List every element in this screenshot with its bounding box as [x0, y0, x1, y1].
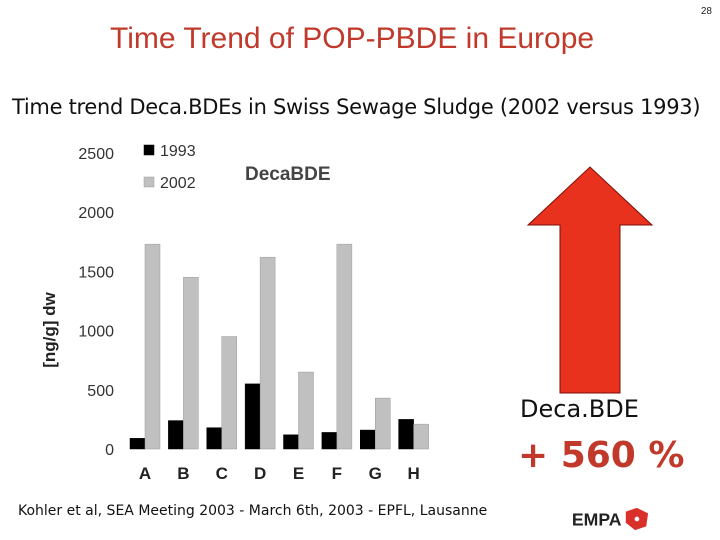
x-tick-label: F — [332, 464, 342, 483]
bars — [129, 243, 429, 450]
y-axis-label: [ng/g] dw — [40, 291, 59, 367]
y-tick-label: 1000 — [78, 324, 114, 341]
bar-2002-E — [298, 371, 314, 450]
bar-1993-D — [244, 383, 261, 450]
legend: 1993 2002 — [143, 143, 196, 192]
bar-1993-F — [321, 432, 338, 450]
legend-swatch-1993 — [143, 144, 155, 156]
arrow-shape — [526, 166, 654, 394]
callout-value: + 560 % — [518, 435, 685, 476]
bar-2002-C — [221, 336, 237, 450]
logo-dot-icon — [634, 516, 640, 522]
legend-swatch-2002 — [143, 176, 155, 188]
x-tick-label: H — [407, 464, 419, 483]
legend-label-2002: 2002 — [160, 175, 196, 192]
bar-2002-B — [183, 277, 199, 450]
bar-2002-F — [336, 243, 353, 450]
bar-1993-G — [360, 429, 376, 450]
bar-2002-D — [259, 256, 276, 450]
bar-chart: 0 500 1000 1500 2000 2500 A B C D E F G H 1993 2002 D… — [40, 143, 429, 483]
legend-label-1993: 1993 — [160, 143, 196, 160]
callout-label: Deca.BDE — [520, 395, 639, 423]
x-tick-label: E — [293, 464, 304, 483]
y-tick-label: 1500 — [78, 264, 114, 281]
x-tick-label: C — [216, 464, 228, 483]
y-tick-label: 2000 — [78, 205, 114, 222]
reference-citation: Kohler et al, SEA Meeting 2003 - March 6… — [18, 503, 488, 519]
y-tick-label: 0 — [105, 442, 114, 459]
x-tick-label: D — [254, 464, 266, 483]
logo-text: EMPA — [572, 510, 622, 530]
bar-2002-H — [413, 423, 429, 450]
up-arrow-icon — [526, 166, 654, 394]
slide-title: Time Trend of POP-PBDE in Europe — [110, 22, 595, 55]
y-axis: 0 500 1000 1500 2000 2500 — [78, 146, 114, 459]
bar-1993-B — [168, 420, 184, 450]
x-tick-label: G — [369, 464, 382, 483]
y-tick-label: 500 — [87, 383, 114, 400]
x-tick-label: A — [139, 464, 151, 483]
x-axis: A B C D E F G H — [139, 464, 420, 483]
y-tick-label: 2500 — [78, 146, 114, 163]
empa-logo: EMPA — [572, 507, 649, 531]
slide-number: 28 — [700, 6, 712, 17]
bar-2002-G — [375, 397, 391, 450]
bar-1993-A — [129, 438, 146, 450]
bar-1993-E — [283, 434, 299, 450]
bar-1993-C — [206, 427, 222, 450]
chart-title: DecaBDE — [245, 164, 331, 185]
bar-2002-A — [144, 243, 161, 450]
x-tick-label: B — [177, 464, 189, 483]
slide-subtitle: Time trend Deca.BDEs in Swiss Sewage Slu… — [12, 95, 701, 119]
bar-1993-H — [398, 419, 414, 450]
